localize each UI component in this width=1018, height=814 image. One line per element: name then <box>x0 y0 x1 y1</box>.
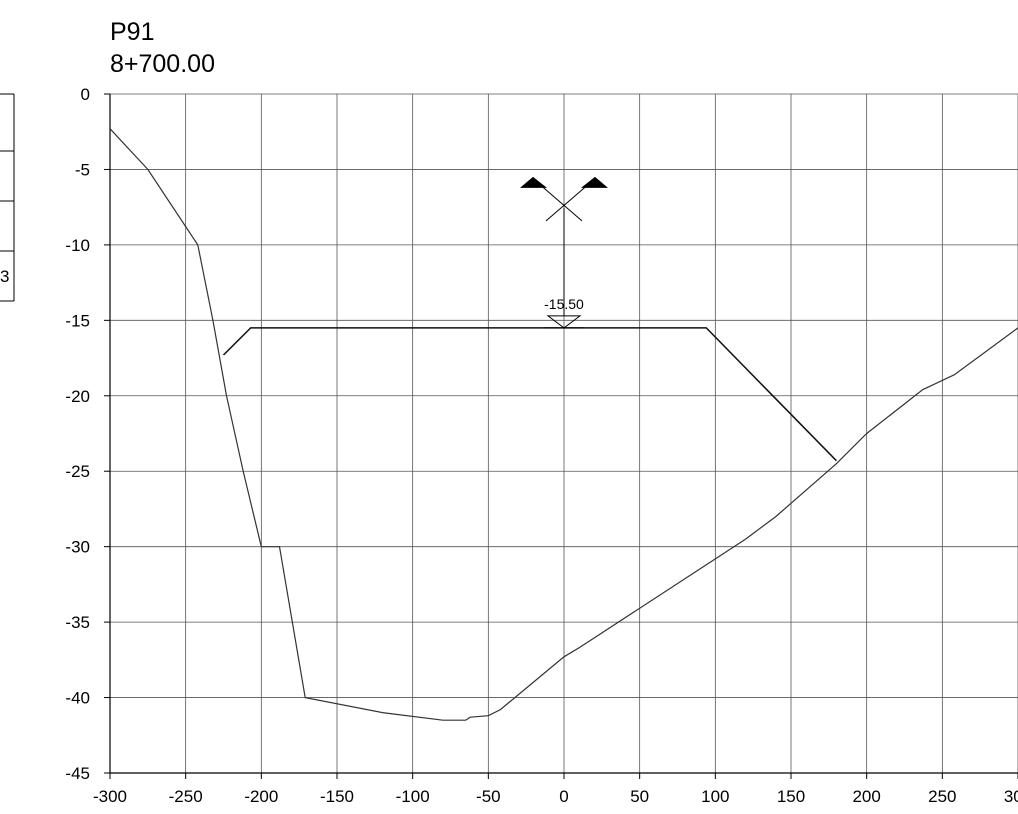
x-tick-label: 200 <box>852 787 880 806</box>
y-tick-label: -25 <box>65 462 90 481</box>
marker-cross-line <box>545 183 590 222</box>
y-tick-label: -5 <box>75 160 90 179</box>
y-tick-label: -20 <box>65 387 90 406</box>
water-level-label: -15.50 <box>544 296 584 312</box>
x-tick-label: 100 <box>701 787 729 806</box>
chart-title: P91 <box>110 18 155 46</box>
chart-subtitle: 8+700.00 <box>110 50 215 78</box>
water-level-triangle-icon <box>546 315 582 329</box>
water-level-marker: -15.50 <box>520 176 608 329</box>
design-profile-line <box>222 327 837 462</box>
x-tick-label: 300 <box>1004 787 1018 806</box>
marker-cross-line <box>538 183 583 222</box>
y-tick-label: -30 <box>65 538 90 557</box>
x-tick-labels: -300 -250 -200 -150 -100 -50 0 50 100 150 200 250 30… <box>93 773 1018 806</box>
grid <box>110 93 1018 773</box>
series-layer <box>109 128 1018 721</box>
y-tick-label: -35 <box>65 613 90 632</box>
x-tick-label: 250 <box>928 787 956 806</box>
y-tick-label: -10 <box>65 236 90 255</box>
x-tick-label: -300 <box>93 787 127 806</box>
side-table-cell: 3 <box>0 267 9 286</box>
x-tick-label: -150 <box>320 787 354 806</box>
x-tick-label: 150 <box>777 787 805 806</box>
y-tick-label: -40 <box>65 689 90 708</box>
x-tick-label: 50 <box>630 787 649 806</box>
y-tick-label: 0 <box>81 85 90 104</box>
x-tick-label: -250 <box>169 787 203 806</box>
x-tick-label: -200 <box>244 787 278 806</box>
flag-icon <box>581 176 608 188</box>
side-table: 3 <box>0 93 15 302</box>
x-tick-label: -50 <box>476 787 501 806</box>
flag-icon <box>520 176 547 188</box>
x-tick-label: -100 <box>396 787 430 806</box>
y-tick-label: -15 <box>65 311 90 330</box>
y-tick-labels: 0 -5 -10 -15 -20 -25 -30 -35 -40 -45 <box>65 85 110 783</box>
y-tick-label: -45 <box>65 764 90 783</box>
x-tick-label: 0 <box>559 787 568 806</box>
terrain-profile-line <box>109 128 1018 721</box>
